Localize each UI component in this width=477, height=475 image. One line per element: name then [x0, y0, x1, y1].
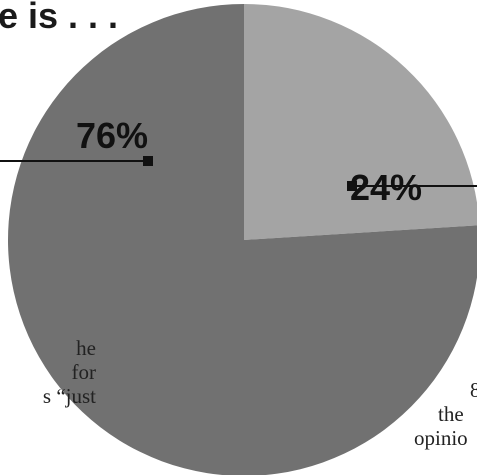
slice-label-24: 24% — [350, 167, 422, 208]
pie-slice-24 — [244, 4, 477, 240]
chart-title-fragment: e is . . . — [0, 0, 119, 36]
left-text-line-3: s “just — [42, 384, 96, 408]
slice-callouts — [0, 156, 477, 191]
slice-label-76: 76% — [76, 115, 148, 156]
right-body-text: 8 the opinio — [414, 378, 477, 450]
left-text-line-1: he — [76, 336, 96, 360]
right-text-line-1: 8 — [470, 378, 477, 402]
pie-slices — [8, 4, 477, 475]
callout-marker-24 — [347, 181, 357, 191]
left-body-text: he for s “just — [0, 336, 96, 408]
callout-marker-76 — [143, 156, 153, 166]
right-text-line-3: opinio — [414, 426, 468, 450]
right-text-line-2: the — [438, 402, 464, 426]
pie-slice-76 — [8, 4, 477, 475]
slice-labels: 76% 24% — [76, 115, 422, 208]
left-text-line-2: for — [71, 360, 97, 384]
